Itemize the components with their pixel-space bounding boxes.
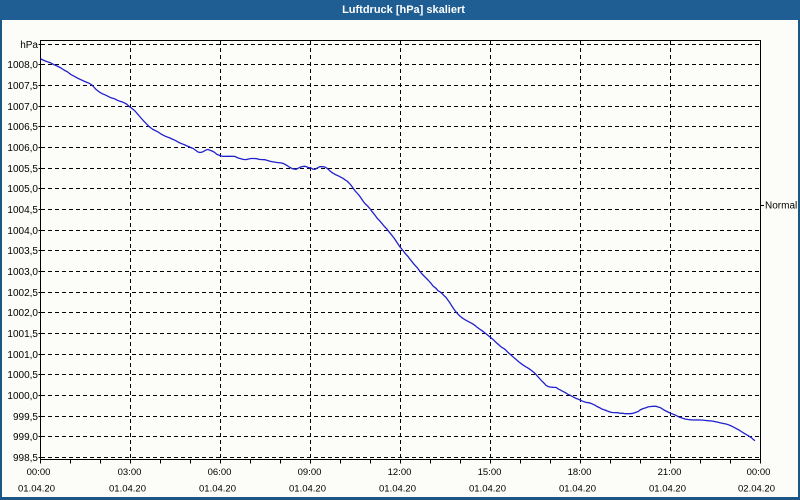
- svg-text:1001,0: 1001,0: [7, 350, 38, 361]
- svg-text:01.04.20: 01.04.20: [109, 484, 146, 495]
- svg-text:1003,5: 1003,5: [7, 246, 38, 257]
- svg-text:999,0: 999,0: [13, 432, 38, 443]
- svg-text:1002,5: 1002,5: [7, 288, 38, 299]
- svg-text:1007,5: 1007,5: [7, 81, 38, 92]
- svg-text:18:00: 18:00: [568, 467, 592, 478]
- svg-text:21:00: 21:00: [658, 467, 682, 478]
- svg-text:1004,5: 1004,5: [7, 205, 38, 216]
- svg-text:1006,5: 1006,5: [7, 122, 38, 133]
- svg-text:12:00: 12:00: [388, 467, 412, 478]
- svg-text:998,5: 998,5: [13, 453, 38, 464]
- svg-text:1003,0: 1003,0: [7, 267, 38, 278]
- svg-text:1000,5: 1000,5: [7, 370, 38, 381]
- svg-text:06:00: 06:00: [208, 467, 232, 478]
- svg-text:15:00: 15:00: [478, 467, 502, 478]
- svg-text:01.04.20: 01.04.20: [18, 484, 55, 495]
- svg-text:01.04.20: 01.04.20: [559, 484, 596, 495]
- svg-text:1006,0: 1006,0: [7, 143, 38, 154]
- svg-text:01.04.20: 01.04.20: [469, 484, 506, 495]
- svg-text:1007,0: 1007,0: [7, 102, 38, 113]
- svg-text:1001,5: 1001,5: [7, 329, 38, 340]
- svg-text:Normal: Normal: [765, 201, 797, 212]
- svg-text:01.04.20: 01.04.20: [379, 484, 416, 495]
- svg-text:00:00: 00:00: [747, 467, 771, 478]
- svg-text:01.04.20: 01.04.20: [199, 484, 236, 495]
- svg-text:01.04.20: 01.04.20: [289, 484, 326, 495]
- svg-text:999,5: 999,5: [13, 412, 38, 423]
- svg-text:1004,0: 1004,0: [7, 226, 38, 237]
- svg-text:01.04.20: 01.04.20: [649, 484, 686, 495]
- svg-text:hPa: hPa: [20, 40, 38, 51]
- svg-text:09:00: 09:00: [298, 467, 322, 478]
- svg-text:1002,0: 1002,0: [7, 308, 38, 319]
- svg-text:1000,0: 1000,0: [7, 391, 38, 402]
- svg-text:02.04.20: 02.04.20: [738, 484, 775, 495]
- svg-text:00:00: 00:00: [27, 467, 51, 478]
- svg-text:1008,0: 1008,0: [7, 60, 38, 71]
- svg-text:1005,5: 1005,5: [7, 164, 38, 175]
- svg-text:03:00: 03:00: [118, 467, 142, 478]
- svg-text:1005,0: 1005,0: [7, 184, 38, 195]
